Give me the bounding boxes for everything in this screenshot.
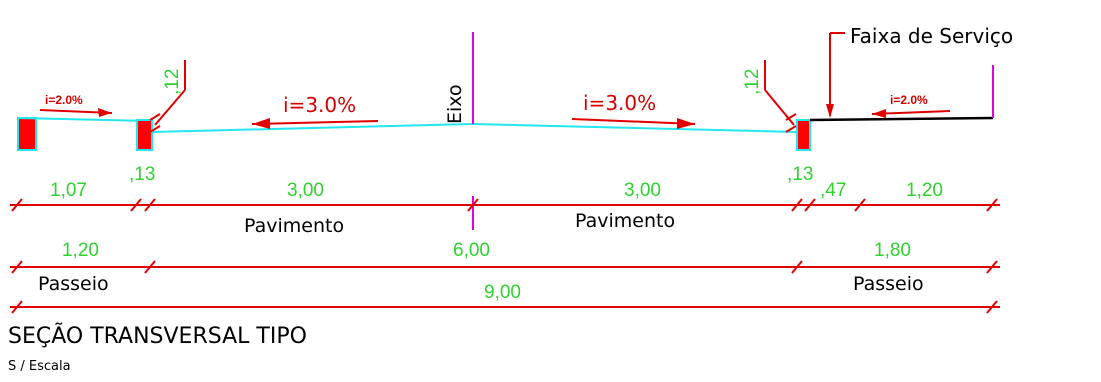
dimension-row-1: 1,07 ,13 3,00 3,00 ,13 ,47 1,20 Paviment…	[10, 164, 1000, 237]
pavement-left-slope-label: i=3.0%	[283, 93, 356, 117]
pavement	[152, 124, 796, 132]
axis-label: Eixo	[444, 84, 466, 124]
pavement-right-slope-arrow	[572, 119, 695, 124]
right-curb-height-leader-diag	[765, 90, 794, 125]
left-curb	[137, 120, 152, 150]
right-sidewalk-slope-label: i=2.0%	[890, 93, 928, 107]
pavement-right-slope-label: i=3.0%	[583, 91, 656, 115]
left-sidewalk: i=2.0%	[18, 93, 152, 150]
left-sidewalk-end-block	[18, 118, 36, 150]
right-curb-group: ,12 i=2.0%	[742, 60, 993, 150]
right-curb	[797, 120, 810, 150]
pavimento-left-label: Pavimento	[244, 215, 344, 237]
drawing-title: SEÇÃO TRANSVERSAL TIPO	[8, 322, 307, 349]
dim-curb-right-value: ,13	[787, 164, 813, 185]
dim-row3-total-value: 9,00	[484, 282, 521, 303]
passeio-right-label: Passeio	[853, 273, 924, 295]
pavement-left-line	[152, 124, 473, 132]
dim-passeio-left-value: 1,07	[50, 180, 87, 201]
dim-faixa-value: ,47	[820, 180, 846, 201]
pavement-left-slope-arrow	[252, 121, 378, 124]
dim-row2-pavimento-value: 6,00	[453, 240, 490, 261]
dim-pav-left-value: 3,00	[287, 180, 324, 201]
pavement-right-slope-arrowhead	[677, 118, 695, 129]
dimension-row-3: 9,00	[10, 282, 1000, 313]
left-sidewalk-surface	[18, 118, 150, 121]
right-curb-height-label: ,12	[742, 69, 763, 95]
passeio-left-label: Passeio	[38, 273, 109, 295]
faixa-servico-arrowhead	[826, 104, 834, 118]
pavement-right-line	[473, 124, 796, 132]
left-sidewalk-slope-arrowhead	[98, 108, 112, 117]
left-sidewalk-slope-label: i=2.0%	[45, 93, 83, 107]
pavement-left-slope-arrowhead	[252, 118, 270, 129]
dim-pav-right-value: 3,00	[624, 180, 661, 201]
left-curb-height-tick-top	[150, 114, 160, 120]
right-sidewalk-surface	[810, 118, 993, 120]
dim-row2-passeio-left-value: 1,20	[62, 240, 99, 261]
dim-row2-passeio-right-value: 1,80	[874, 240, 911, 261]
pavimento-right-label: Pavimento	[575, 210, 675, 232]
dim-curb-left-value: ,13	[129, 164, 155, 185]
faixa-servico-label: Faixa de Serviço	[850, 24, 1013, 48]
left-curb-height-label: ,12	[162, 69, 183, 95]
drawing-subtitle: S / Escala	[8, 359, 71, 374]
dim-passeio-right-value: 1,20	[906, 180, 943, 201]
left-curb-height: ,12	[150, 60, 185, 132]
right-sidewalk-slope-arrowhead	[872, 109, 886, 118]
